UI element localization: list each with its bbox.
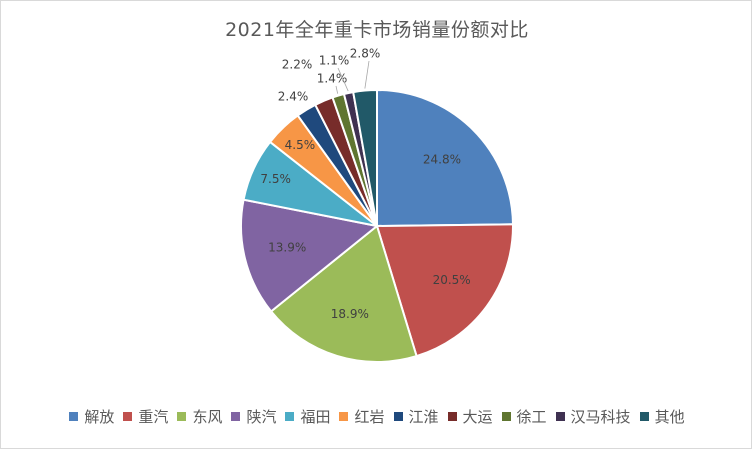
data-label: 13.9% bbox=[268, 241, 306, 255]
legend-swatch bbox=[177, 412, 187, 421]
pie-slice bbox=[375, 223, 514, 358]
legend-swatch bbox=[285, 412, 295, 421]
legend-label: 东风 bbox=[192, 408, 223, 426]
legend-label: 汉马科技 bbox=[570, 408, 631, 426]
legend-swatch bbox=[231, 412, 241, 421]
legend-swatch bbox=[69, 412, 79, 421]
leader-line bbox=[335, 85, 339, 94]
legend-label: 重汽 bbox=[138, 408, 169, 426]
pie-slice bbox=[269, 224, 418, 363]
legend-label: 陕汽 bbox=[246, 408, 277, 426]
data-label: 2.8% bbox=[350, 47, 381, 61]
legend-label: 解放 bbox=[84, 408, 115, 426]
data-label: 7.5% bbox=[260, 172, 291, 186]
legend-label: 大运 bbox=[462, 408, 493, 426]
pie-slice bbox=[352, 88, 378, 227]
legend-item: 陕汽 bbox=[231, 406, 276, 427]
legend-swatch bbox=[447, 412, 457, 421]
pie-slice bbox=[376, 88, 515, 228]
leader-line bbox=[337, 67, 349, 92]
legend-label: 其他 bbox=[654, 408, 685, 426]
legend-swatch bbox=[339, 412, 349, 421]
legend-item: 解放 bbox=[69, 406, 114, 427]
legend-swatch bbox=[123, 412, 133, 421]
legend-label: 福田 bbox=[300, 408, 331, 426]
data-label: 4.5% bbox=[285, 138, 316, 152]
legend-label: 红岩 bbox=[354, 408, 385, 426]
data-label: 24.8% bbox=[423, 153, 461, 167]
legend-item: 东风 bbox=[177, 406, 222, 427]
data-label: 2.4% bbox=[278, 90, 309, 104]
data-label: 18.9% bbox=[331, 307, 369, 321]
legend-label: 江淮 bbox=[408, 408, 439, 426]
data-label: 1.4% bbox=[317, 72, 348, 86]
legend: 解放 重汽 东风 陕汽 福田 红岩 江淮 大运 徐工 汉马科技 其他 bbox=[1, 406, 752, 427]
legend-item: 大运 bbox=[447, 406, 493, 427]
legend-swatch bbox=[501, 412, 511, 421]
legend-item: 福田 bbox=[285, 406, 330, 427]
data-label: 1.1% bbox=[319, 54, 350, 68]
legend-item: 重汽 bbox=[123, 406, 168, 427]
legend-swatch bbox=[393, 412, 403, 421]
legend-swatch bbox=[555, 412, 565, 421]
data-label: 20.5% bbox=[433, 273, 471, 287]
legend-item: 徐工 bbox=[501, 406, 547, 427]
legend-item: 其他 bbox=[639, 406, 685, 427]
legend-item: 汉马科技 bbox=[555, 406, 631, 427]
data-label: 2.2% bbox=[282, 58, 313, 72]
pie-slice bbox=[240, 198, 380, 313]
legend-item: 江淮 bbox=[393, 406, 439, 427]
legend-item: 红岩 bbox=[339, 406, 385, 427]
legend-label: 徐工 bbox=[516, 408, 547, 426]
chart-title: 2021年全年重卡市场销量份额对比 bbox=[225, 19, 529, 41]
legend-swatch bbox=[639, 412, 649, 421]
leader-line bbox=[364, 60, 370, 89]
